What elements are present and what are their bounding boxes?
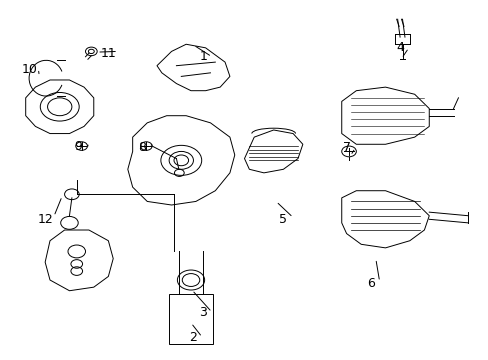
Text: 8: 8: [138, 141, 146, 154]
Text: 10: 10: [21, 63, 38, 76]
Text: 6: 6: [366, 277, 374, 290]
Text: 1: 1: [199, 50, 207, 63]
Text: 7: 7: [342, 141, 350, 154]
Text: 12: 12: [37, 213, 53, 226]
Text: 3: 3: [199, 306, 207, 319]
Text: 9: 9: [74, 140, 82, 153]
Text: 5: 5: [279, 213, 287, 226]
Text: 11: 11: [100, 47, 116, 60]
Text: 4: 4: [395, 41, 403, 54]
Text: 2: 2: [189, 331, 197, 344]
Bar: [169, 294, 212, 344]
